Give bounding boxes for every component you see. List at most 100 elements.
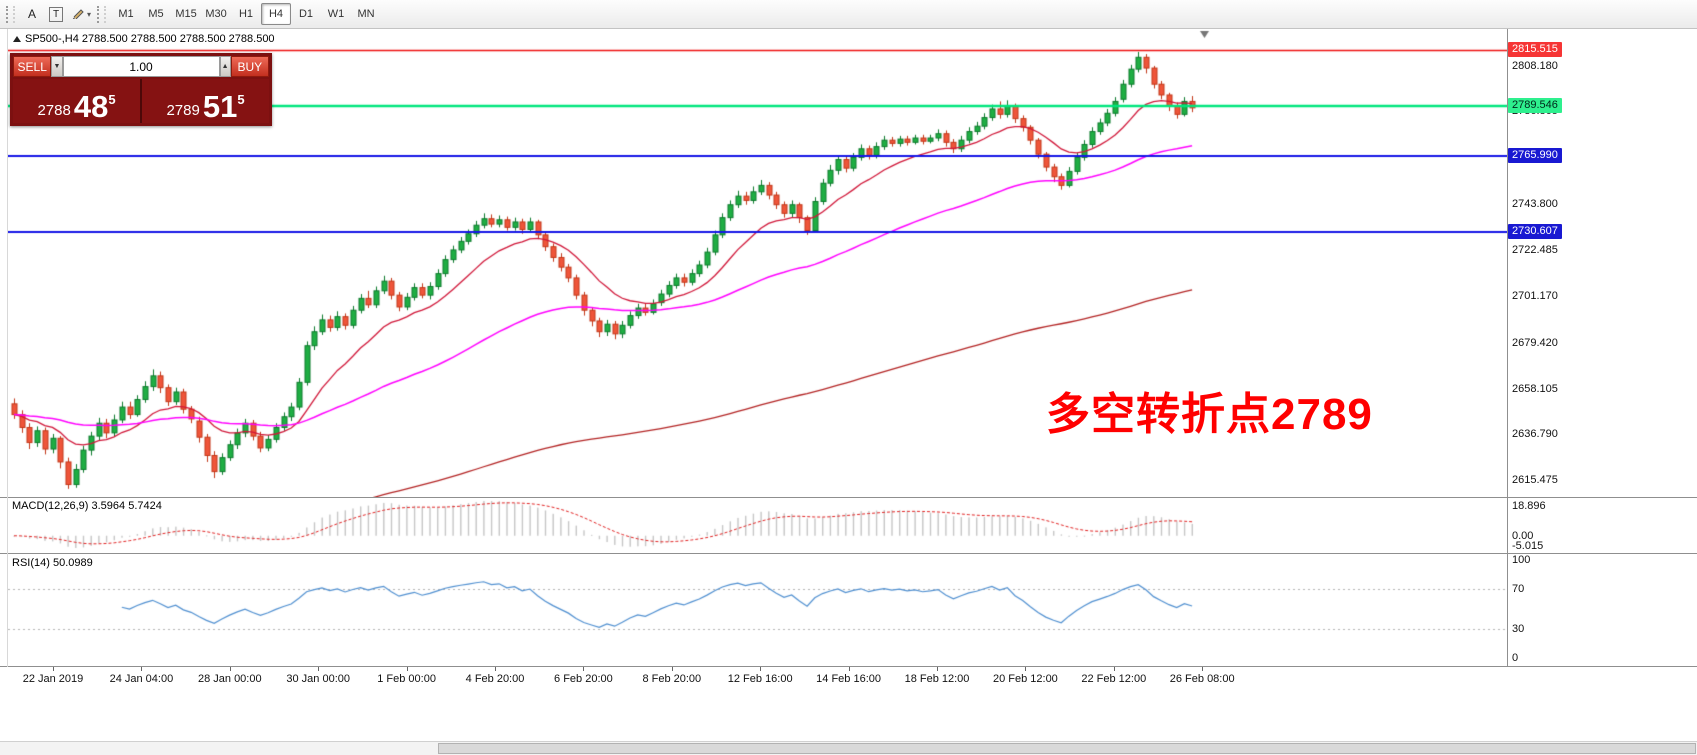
timeframe-m5-button[interactable]: M5 [141, 3, 171, 25]
price-axis-label: 2636.790 [1512, 428, 1558, 441]
time-axis-tick [671, 667, 673, 671]
time-axis-tick [495, 667, 496, 671]
chevron-down-icon: ▾ [87, 9, 92, 19]
macd-axis-label: 18.896 [1512, 500, 1546, 512]
timeframe-m15-button[interactable]: M15 [171, 3, 201, 25]
price-axis-label: 2701.170 [1512, 289, 1558, 302]
macd-axis-label: -5.015 [1512, 540, 1544, 552]
time-axis-label: 30 Jan 00:00 [286, 673, 350, 685]
time-axis-tick [937, 667, 938, 671]
time-axis-tick [1025, 667, 1027, 671]
macd-axis-label: 0.00 [1512, 529, 1534, 542]
annotation-text: 多空转折点2789 [1046, 390, 1373, 439]
rsi-value: 50.0989 [52, 557, 93, 569]
bid-price-prefix: 2788 [37, 101, 71, 119]
chart-left-border [7, 29, 8, 667]
price-axis-separator [1507, 29, 1508, 667]
rsi-panel-divider[interactable] [0, 553, 1697, 554]
macd-label: MACD(12,26,9) 3.5964 5.7424 [12, 500, 162, 512]
symbol-marker-icon [13, 36, 21, 42]
rsi-name: RSI(14) [12, 557, 50, 569]
rsi-axis-label: 100 [1512, 554, 1531, 566]
price-line-tag: 2815.515 [1508, 41, 1562, 57]
rsi-indicator-chart[interactable] [8, 554, 1507, 665]
price-axis-label: 2722.485 [1512, 243, 1558, 256]
timeframe-h4-button[interactable]: H4 [261, 3, 292, 25]
price-axis-label: 2743.800 [1512, 198, 1558, 211]
toolbar-grip[interactable] [6, 5, 15, 23]
time-axis-tick [318, 667, 320, 671]
time-axis-label: 22 Feb 12:00 [1081, 673, 1147, 685]
time-axis-label: 22 Jan 2019 [22, 673, 84, 685]
bid-price-sup: 5 [108, 92, 116, 107]
chart-toolbar: A T ▾ M1 M5 M15 M30 H1 H4 D1 W1 MN [0, 0, 1697, 29]
timeframe-mn-button[interactable]: MN [351, 3, 381, 25]
macd-name: MACD(12,26,9) [12, 500, 89, 512]
time-axis-label: 6 Feb 20:00 [554, 673, 613, 685]
draw-tool-button[interactable]: ▾ [68, 3, 95, 25]
time-axis-tick [229, 667, 231, 671]
time-axis-label: 8 Feb 20:00 [642, 673, 702, 685]
price-axis-label: 2679.420 [1512, 336, 1558, 349]
time-axis-tick [406, 667, 408, 671]
macd-signal-value: 5.7424 [128, 500, 162, 512]
timeframe-d1-button[interactable]: D1 [291, 3, 321, 25]
rsi-axis-label: 70 [1512, 583, 1525, 596]
time-axis-label: 1 Feb 00:00 [377, 673, 436, 685]
time-axis-tick [583, 667, 585, 671]
volume-increase-button[interactable]: ▲ [219, 56, 231, 77]
timeframe-m1-button[interactable]: M1 [111, 3, 141, 25]
ask-price-big: 51 [202, 88, 238, 124]
timeframe-h1-button[interactable]: H1 [231, 3, 261, 25]
price-axis-label: 2808.180 [1512, 59, 1558, 72]
ask-price-sup: 5 [237, 92, 245, 107]
buy-button[interactable]: BUY [230, 56, 269, 77]
ask-price-button[interactable]: 2789 51 5 [142, 79, 269, 123]
price-axis-label: 2658.105 [1512, 382, 1558, 395]
time-axis-tick [141, 667, 143, 671]
chart-symbol-header: SP500-,H4 2788.500 2788.500 2788.500 278… [13, 33, 275, 45]
timeframe-w1-button[interactable]: W1 [321, 3, 351, 25]
price-line-tag: 2765.990 [1508, 148, 1562, 164]
volume-decrease-button[interactable]: ▼ [51, 56, 63, 77]
time-axis-tick [1113, 667, 1115, 671]
macd-indicator-chart[interactable] [8, 498, 1507, 552]
bid-price-button[interactable]: 2788 48 5 [13, 79, 142, 123]
time-axis-label: 24 Jan 04:00 [109, 673, 174, 685]
macd-panel-divider[interactable] [0, 497, 1697, 498]
scrollbar-thumb[interactable] [438, 743, 1696, 754]
time-axis-label: 26 Feb 08:00 [1169, 673, 1235, 685]
time-axis-tick [1202, 667, 1204, 671]
time-axis-label: 4 Feb 20:00 [465, 673, 525, 685]
price-line-tag: 2789.546 [1508, 97, 1562, 113]
price-axis-label: 2615.475 [1512, 474, 1558, 487]
time-axis-tick [760, 667, 762, 671]
timeframe-m30-button[interactable]: M30 [201, 3, 231, 25]
horizontal-scrollbar[interactable] [0, 741, 1697, 755]
time-axis-tick [848, 667, 850, 671]
time-axis-line [0, 666, 1697, 667]
rsi-axis-label: 0 [1512, 652, 1519, 664]
time-axis-label: 18 Feb 12:00 [904, 673, 970, 685]
macd-main-value: 3.5964 [91, 500, 126, 512]
time-axis-tick [53, 667, 54, 671]
volume-input[interactable] [62, 56, 220, 77]
text-tool-button[interactable]: T [44, 3, 68, 25]
rsi-label: RSI(14) 50.0989 [12, 557, 93, 569]
time-axis-label: 12 Feb 16:00 [727, 673, 793, 685]
sell-button[interactable]: SELL [13, 56, 52, 77]
rsi-axis-label: 30 [1512, 622, 1525, 635]
time-axis-label: 14 Feb 16:00 [816, 673, 882, 685]
one-click-trading-panel: SELL ▼ ▲ BUY 2788 48 5 2789 51 5 [10, 53, 272, 126]
price-line-tag: 2730.607 [1508, 224, 1562, 240]
time-axis-label: 20 Feb 12:00 [992, 673, 1058, 685]
toolbar-grip-2[interactable] [97, 5, 107, 23]
ask-price-prefix: 2789 [166, 101, 200, 119]
text-tool-label: T [48, 6, 64, 22]
time-axis-label: 28 Jan 00:00 [197, 673, 262, 685]
pencil-icon [72, 6, 85, 22]
annotation-tool-button[interactable]: A [20, 3, 44, 25]
symbol-ohlc-text: SP500-,H4 2788.500 2788.500 2788.500 278… [25, 33, 275, 45]
bid-price-big: 48 [73, 88, 109, 124]
